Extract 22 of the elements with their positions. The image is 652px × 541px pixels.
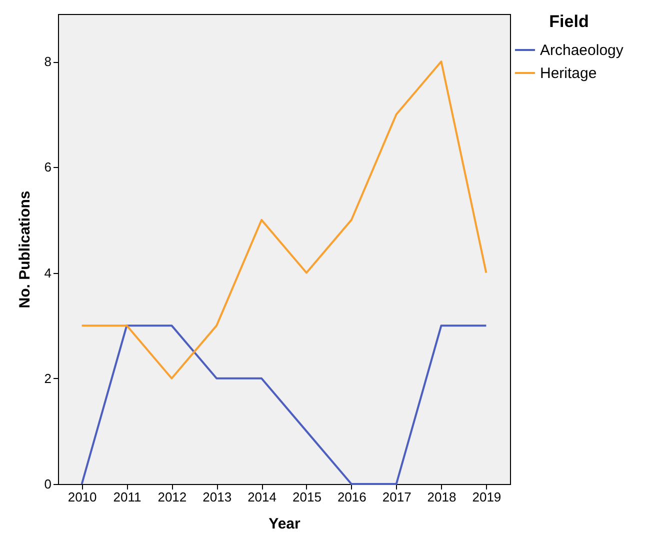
x-tick-label: 2012 [158, 490, 187, 504]
y-axis-title: No. Publications [16, 190, 34, 308]
y-tick-label: 2 [44, 370, 52, 386]
x-tick-label: 2019 [472, 490, 502, 504]
legend-title: Field [549, 12, 589, 31]
x-tick-label: 2010 [68, 490, 97, 504]
legend-label: Archaeology [540, 42, 624, 59]
y-tick-label: 4 [44, 265, 52, 280]
line-series [80, 60, 488, 380]
y-tick-label: 0 [44, 476, 52, 492]
x-axis-title: Year [268, 516, 301, 532]
x-tick-label: 2013 [202, 490, 232, 504]
x-tick-label: 2011 [113, 490, 142, 504]
legend-label: Heritage [540, 65, 597, 82]
line-series [80, 324, 488, 485]
x-tick-label: 2014 [248, 490, 276, 504]
x-tick-label: 2018 [427, 490, 456, 504]
x-tick-label: 2015 [292, 490, 322, 504]
y-tick-label: 6 [44, 160, 52, 175]
x-tick-label: 2016 [337, 490, 366, 504]
x-tick-label: 2017 [382, 490, 412, 504]
y-tick-label: 8 [44, 54, 52, 70]
